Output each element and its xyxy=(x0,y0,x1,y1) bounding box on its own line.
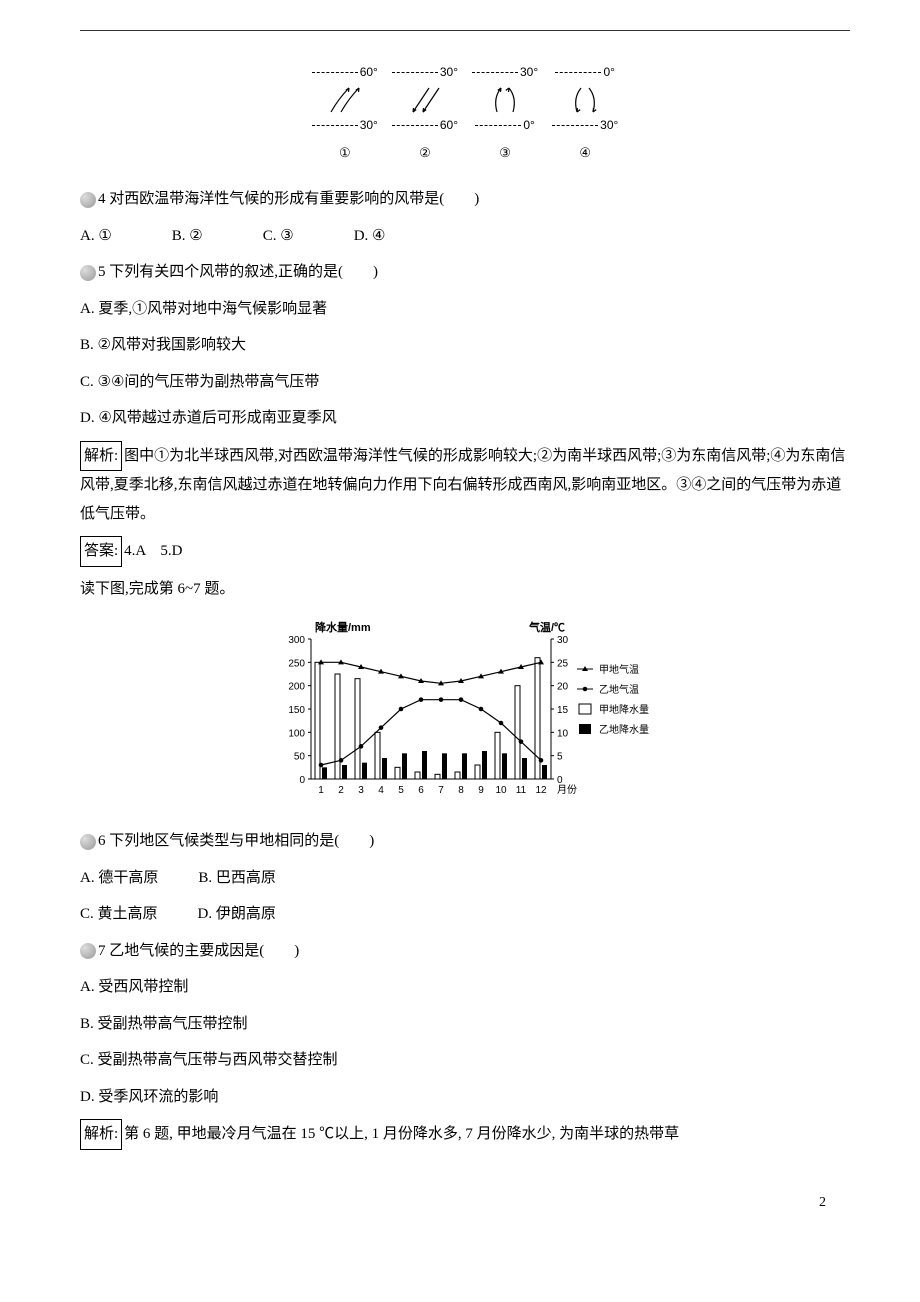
bullet-icon xyxy=(80,265,96,281)
climate-chart-svg: 降水量/mm气温/℃050100150200250300051015202530… xyxy=(265,617,665,807)
q7-text: 乙地气候的主要成因是( ) xyxy=(109,943,299,959)
svg-text:5: 5 xyxy=(557,752,563,763)
jiexi-67-text: 第 6 题, 甲地最冷月气温在 15 ℃以上, 1 月份降水多, 7 月份降水少… xyxy=(124,1126,679,1142)
option: A. ① xyxy=(80,222,112,251)
q7-options: A. 受西风带控制 B. 受副热带高气压带控制 C. 受副热带高气压带与西风带交替控… xyxy=(80,973,850,1111)
svg-text:3: 3 xyxy=(358,785,364,796)
svg-text:甲地降水量: 甲地降水量 xyxy=(599,703,649,716)
daan-label: 答案: xyxy=(80,536,122,567)
svg-text:11: 11 xyxy=(516,785,527,796)
q5-text: 下列有关四个风带的叙述,正确的是( ) xyxy=(109,264,378,280)
option: B. ② xyxy=(172,222,203,251)
q7-number: 7 xyxy=(98,943,106,959)
svg-text:6: 6 xyxy=(418,785,424,796)
svg-text:20: 20 xyxy=(557,682,569,693)
q4-text: 对西欧温带海洋性气候的形成有重要影响的风带是( ) xyxy=(109,191,479,207)
option: A. 夏季,①风带对地中海气候影响显著 xyxy=(80,295,850,324)
bullet-icon xyxy=(80,943,96,959)
option: C. 受副热带高气压带与西风带交替控制 xyxy=(80,1046,850,1075)
svg-text:300: 300 xyxy=(288,635,305,646)
jiexi-67: 解析:第 6 题, 甲地最冷月气温在 15 ℃以上, 1 月份降水多, 7 月份… xyxy=(80,1119,850,1150)
svg-text:100: 100 xyxy=(288,729,305,740)
svg-text:4: 4 xyxy=(378,785,384,796)
wind-diagram: 30°60°② xyxy=(392,61,458,165)
q7-stem: 7 乙地气候的主要成因是( ) xyxy=(80,937,850,966)
jiexi-label: 解析: xyxy=(80,441,122,472)
wind-diagram: 0°30°④ xyxy=(552,61,618,165)
svg-text:50: 50 xyxy=(294,752,306,763)
q5-options: A. 夏季,①风带对地中海气候影响显著 B. ②风带对我国影响较大 C. ③④间的气… xyxy=(80,295,850,433)
jiexi-label: 解析: xyxy=(80,1119,122,1150)
svg-text:2: 2 xyxy=(338,785,344,796)
q6-number: 6 xyxy=(98,833,106,849)
climate-chart: 降水量/mm气温/℃050100150200250300051015202530… xyxy=(80,617,850,807)
svg-text:10: 10 xyxy=(495,785,507,796)
svg-text:8: 8 xyxy=(458,785,464,796)
svg-text:30: 30 xyxy=(557,635,569,646)
daan-45: 答案:4.A 5.D xyxy=(80,536,850,567)
option: B. 受副热带高气压带控制 xyxy=(80,1010,850,1039)
top-rule xyxy=(80,30,850,31)
svg-text:气温/℃: 气温/℃ xyxy=(528,620,565,634)
option: B. 巴西高原 xyxy=(198,864,276,893)
svg-text:250: 250 xyxy=(288,659,305,670)
wind-diagram: 30°0°③ xyxy=(472,61,538,165)
svg-text:月份: 月份 xyxy=(557,784,577,796)
q4-stem: 4 对西欧温带海洋性气候的形成有重要影响的风带是( ) xyxy=(80,185,850,214)
svg-text:25: 25 xyxy=(557,659,569,670)
bullet-icon xyxy=(80,192,96,208)
svg-text:1: 1 xyxy=(318,785,324,796)
option: D. ④风带越过赤道后可形成南亚夏季风 xyxy=(80,404,850,433)
svg-text:降水量/mm: 降水量/mm xyxy=(315,620,371,634)
svg-text:10: 10 xyxy=(557,729,569,740)
svg-text:200: 200 xyxy=(288,682,305,693)
page-number: 2 xyxy=(80,1190,850,1217)
option: A. 受西风带控制 xyxy=(80,973,850,1002)
q6-stem: 6 下列地区气候类型与甲地相同的是( ) xyxy=(80,827,850,856)
svg-text:150: 150 xyxy=(288,705,305,716)
option: C. 黄土高原 xyxy=(80,900,158,929)
q4-number: 4 xyxy=(98,191,106,207)
option: B. ②风带对我国影响较大 xyxy=(80,331,850,360)
q6-options-row1: A. 德干高原 B. 巴西高原 xyxy=(80,864,850,893)
q4-options: A. ① B. ② C. ③ D. ④ xyxy=(80,222,850,251)
svg-text:7: 7 xyxy=(438,785,444,796)
svg-text:乙地降水量: 乙地降水量 xyxy=(599,723,649,736)
option: C. ③④间的气压带为副热带高气压带 xyxy=(80,368,850,397)
bullet-icon xyxy=(80,834,96,850)
svg-text:乙地气温: 乙地气温 xyxy=(599,683,639,696)
svg-text:12: 12 xyxy=(535,785,547,796)
jiexi-45-text: 图中①为北半球西风带,对西欧温带海洋性气候的形成影响较大;②为南半球西风带;③为… xyxy=(80,448,845,522)
option: A. 德干高原 xyxy=(80,864,158,893)
svg-text:15: 15 xyxy=(557,705,569,716)
option: C. ③ xyxy=(263,222,294,251)
svg-text:0: 0 xyxy=(299,775,305,786)
option: D. 受季风环流的影响 xyxy=(80,1083,850,1112)
wind-diagram: 60°30°① xyxy=(312,61,378,165)
read-67: 读下图,完成第 6~7 题。 xyxy=(80,575,850,604)
jiexi-45: 解析:图中①为北半球西风带,对西欧温带海洋性气候的形成影响较大;②为南半球西风带… xyxy=(80,441,850,529)
daan-45-text: 4.A 5.D xyxy=(124,543,182,559)
q5-stem: 5 下列有关四个风带的叙述,正确的是( ) xyxy=(80,258,850,287)
svg-text:9: 9 xyxy=(478,785,484,796)
svg-text:5: 5 xyxy=(398,785,404,796)
q6-options-row2: C. 黄土高原 D. 伊朗高原 xyxy=(80,900,850,929)
q6-text: 下列地区气候类型与甲地相同的是( ) xyxy=(109,833,374,849)
q5-number: 5 xyxy=(98,264,106,280)
option: D. ④ xyxy=(354,222,386,251)
wind-diagram-row: 60°30°①30°60°②30°0°③0°30°④ xyxy=(80,61,850,165)
svg-text:甲地气温: 甲地气温 xyxy=(599,663,639,676)
option: D. 伊朗高原 xyxy=(198,900,276,929)
